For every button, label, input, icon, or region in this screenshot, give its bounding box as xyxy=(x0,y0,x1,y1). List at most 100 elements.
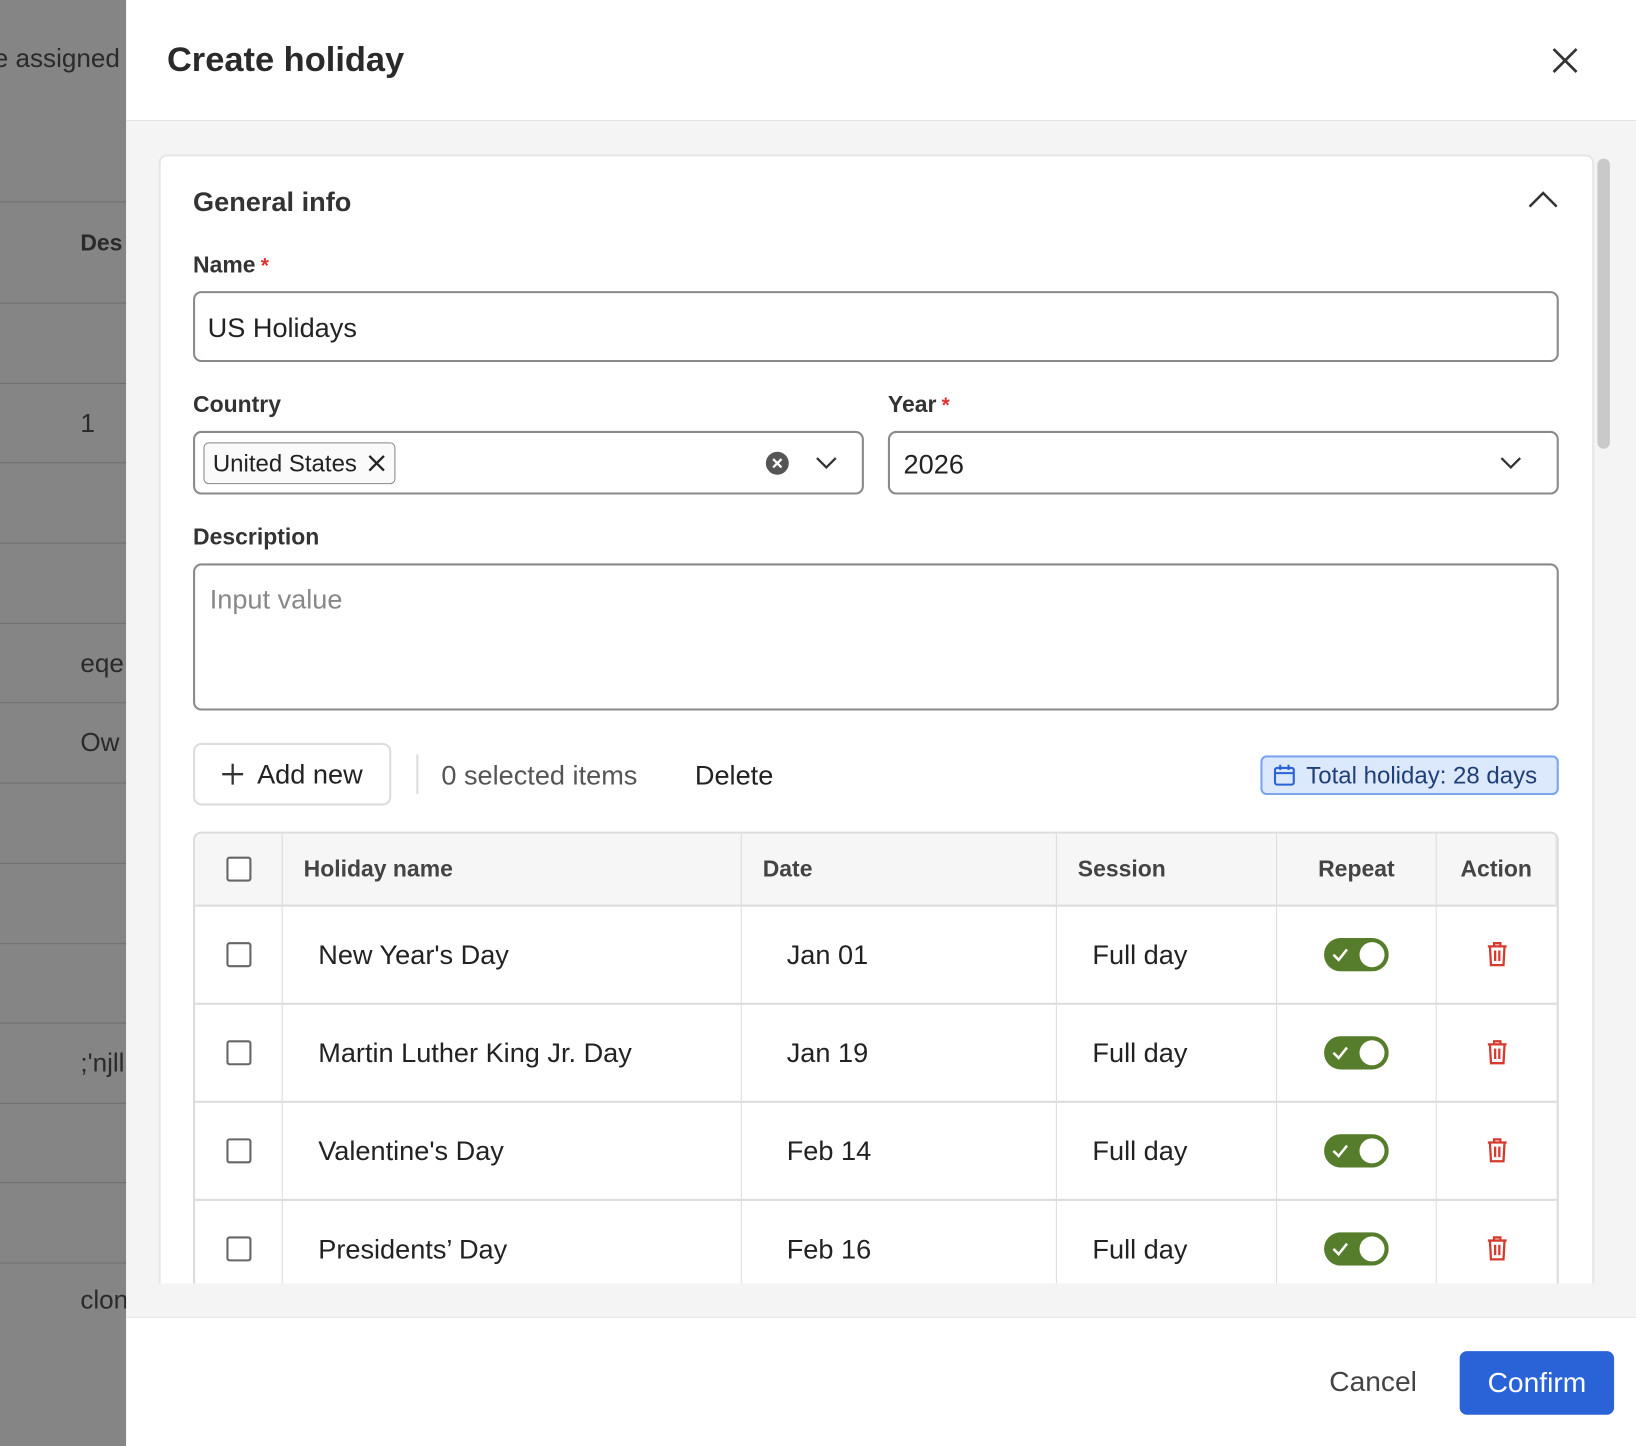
placeholder: Input value xyxy=(209,583,343,615)
modal-header: Create holiday xyxy=(126,0,1636,122)
total-badge: Total holiday: 28 days xyxy=(1260,755,1559,796)
row-line xyxy=(0,462,127,464)
card: General info Name * US Holidays Country U… xyxy=(158,154,1595,1284)
delete-button[interactable]: Delete xyxy=(694,759,774,791)
column-header: Repeat xyxy=(1277,833,1437,905)
background-text: 1 xyxy=(80,409,95,439)
row-cell: Martin Luther King Jr. Day xyxy=(283,1004,742,1101)
row-cell: Full day xyxy=(1057,906,1278,1003)
checkbox[interactable] xyxy=(225,1138,251,1164)
holiday-table: Holiday name Date Session Repeat Action New Y… xyxy=(193,831,1559,1284)
row-line xyxy=(0,782,127,784)
row-line xyxy=(0,1182,127,1184)
selected-count: 0 selected items xyxy=(441,759,638,791)
repeat-toggle[interactable] xyxy=(1324,1232,1389,1266)
checkbox[interactable] xyxy=(225,1236,251,1262)
row-cell: Jan 19 xyxy=(742,1004,1057,1101)
row-cell xyxy=(1437,907,1557,1003)
required-mark: * xyxy=(260,254,269,278)
cell-text: Full day xyxy=(1092,1134,1188,1166)
row-cell xyxy=(195,1004,283,1101)
row-line xyxy=(0,1022,127,1024)
name-input[interactable]: US Holidays xyxy=(193,291,1559,363)
country-select[interactable]: United States xyxy=(193,430,864,495)
column-header: Action xyxy=(1437,833,1557,905)
row-cell: Full day xyxy=(1057,1102,1278,1199)
cell-text: New Year's Day xyxy=(318,938,509,970)
country-tag: United States xyxy=(203,442,396,485)
repeat-toggle[interactable] xyxy=(1324,937,1389,972)
row-line xyxy=(0,302,127,304)
collapse-toggle[interactable] xyxy=(1527,190,1558,209)
repeat-toggle[interactable] xyxy=(1324,1036,1389,1070)
checkbox[interactable] xyxy=(225,1040,251,1066)
cell-text: Full day xyxy=(1092,1232,1188,1265)
cancel-button[interactable]: Cancel xyxy=(1329,1365,1417,1398)
confirm-button[interactable]: Confirm xyxy=(1459,1351,1615,1415)
cell-text: Martin Luther King Jr. Day xyxy=(318,1036,632,1068)
tag-remove[interactable] xyxy=(367,454,386,473)
tag-text: United States xyxy=(212,449,357,477)
delete-icon[interactable] xyxy=(1484,1136,1509,1165)
cell-text: Valentine's Day xyxy=(318,1134,504,1166)
year-select[interactable]: 2026 xyxy=(887,430,1559,495)
background-text: e assigned xyxy=(0,43,120,74)
background-text: Ow xyxy=(80,728,120,758)
divider xyxy=(416,754,419,795)
button-text: Add new xyxy=(257,758,363,790)
row-line xyxy=(0,382,127,384)
row-line xyxy=(0,622,127,624)
row-cell xyxy=(195,1200,283,1284)
background-text: eqe xyxy=(80,648,124,679)
cell-text: Full day xyxy=(1092,1036,1188,1068)
checkbox[interactable] xyxy=(225,942,251,968)
table-row: New Year's Day Jan 01 Full day xyxy=(195,906,1557,1005)
row-cell xyxy=(1437,1103,1557,1199)
scrollbar-thumb[interactable] xyxy=(1597,158,1610,449)
background-text: ;'njll xyxy=(80,1048,125,1078)
row-line xyxy=(0,201,127,203)
field-label: Year * xyxy=(888,391,950,418)
table-header: Holiday name Date Session Repeat Action xyxy=(195,833,1557,907)
add-button[interactable]: Add new xyxy=(193,742,392,806)
row-cell: Jan 01 xyxy=(742,906,1057,1003)
label-text: Name xyxy=(193,251,256,278)
input-value: US Holidays xyxy=(207,311,357,344)
row-line xyxy=(0,943,127,945)
cell-text: Presidents’ Day xyxy=(318,1232,508,1265)
close-button[interactable] xyxy=(1551,47,1578,74)
checkbox[interactable] xyxy=(225,856,251,882)
row-cell xyxy=(1277,1102,1437,1199)
background-text: clon xyxy=(80,1285,127,1315)
field-label: Country xyxy=(193,391,282,418)
button-text: Confirm xyxy=(1487,1366,1587,1399)
badge-text: Total holiday: 28 days xyxy=(1306,761,1538,789)
row-line xyxy=(0,862,127,864)
column-header: Holiday name xyxy=(283,833,742,905)
delete-icon[interactable] xyxy=(1484,940,1509,969)
row-cell: Presidents’ Day xyxy=(283,1200,742,1284)
required-mark: * xyxy=(941,394,950,418)
description-input[interactable]: Input value xyxy=(193,563,1559,711)
repeat-toggle[interactable] xyxy=(1324,1134,1389,1168)
cell-text: Feb 14 xyxy=(786,1134,872,1166)
table-row: Martin Luther King Jr. Day Jan 19 Full day xyxy=(195,1004,1557,1103)
background-text: Des xyxy=(80,229,123,256)
modal: Create holiday General info Name * US Hol… xyxy=(126,0,1636,1446)
field-label: Description xyxy=(193,523,320,550)
section-title: General info xyxy=(193,185,352,218)
row-cell: New Year's Day xyxy=(283,906,742,1003)
row-cell: Feb 16 xyxy=(742,1200,1057,1284)
row-line xyxy=(0,702,127,704)
delete-icon[interactable] xyxy=(1484,1234,1509,1263)
label-text: Year xyxy=(887,391,937,418)
row-cell: Full day xyxy=(1057,1200,1278,1284)
row-cell xyxy=(1437,1005,1557,1101)
table-row: Valentine's Day Feb 14 Full day xyxy=(195,1102,1557,1201)
clear-icon[interactable] xyxy=(765,451,790,476)
header-cell xyxy=(195,833,283,905)
row-cell: Feb 14 xyxy=(742,1102,1057,1199)
delete-icon[interactable] xyxy=(1484,1038,1509,1067)
cell-text: Feb 16 xyxy=(786,1232,872,1265)
